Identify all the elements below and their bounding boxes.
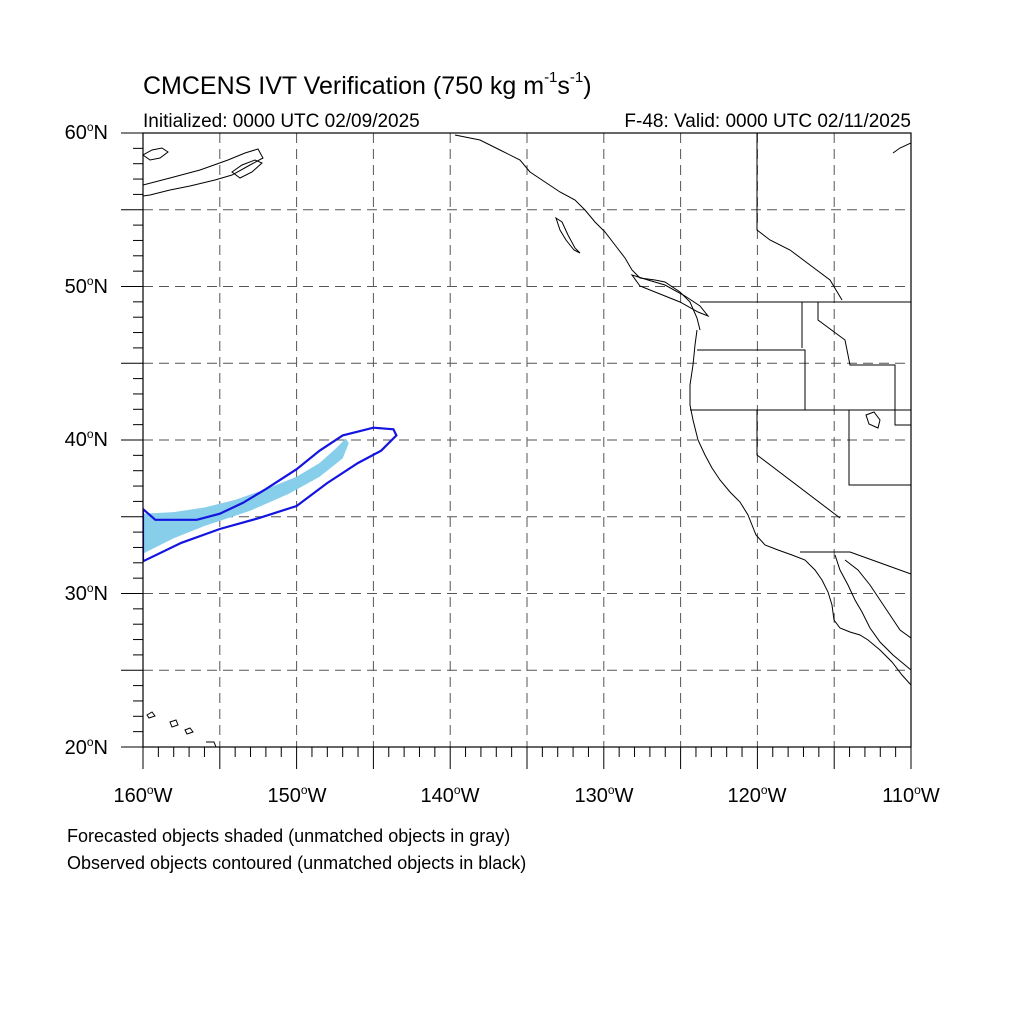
lon-label-150w: 150oW: [267, 783, 327, 807]
island-hawaii-1: [146, 711, 156, 719]
graticule: [143, 133, 911, 747]
lat-label-20: 20oN: [64, 735, 108, 759]
coastline-alaska-yukon-border: [756, 133, 843, 301]
coastline-northeast-bay: [892, 142, 911, 154]
lon-label-140w: 140oW: [420, 783, 480, 807]
border-states: [690, 302, 911, 575]
coastlines-and-borders: [143, 133, 911, 747]
observed-object-contour: [143, 426, 398, 563]
island-vancouver: [630, 274, 710, 318]
forecast-object-shaded: [143, 438, 349, 554]
coastline-alaska-west: [143, 147, 169, 161]
caption-forecast: Forecasted objects shaded (unmatched obj…: [67, 826, 511, 846]
lat-label-60: 60oN: [64, 120, 108, 144]
coastline-baja-gulf: [834, 554, 911, 671]
lon-label-110w: 110oW: [882, 783, 940, 807]
coastline-us-west: [689, 329, 911, 686]
island-hawaii-3: [184, 727, 194, 735]
chart-title: CMCENS IVT Verification (750 kg m-1s-1): [143, 69, 592, 100]
axis-ticks: [121, 132, 912, 769]
island-haida-gwaii: [555, 216, 581, 254]
island-hawaii-2: [169, 719, 179, 728]
island-great-salt-lake: [865, 411, 881, 429]
lat-label-50: 50oN: [64, 274, 108, 298]
coastline-mainland-mexico: [844, 559, 911, 639]
coastline-alaska-panhandle: [454, 134, 701, 331]
lon-label-130w: 130oW: [574, 783, 634, 807]
island-kodiak: [231, 159, 263, 179]
caption-observed: Observed objects contoured (unmatched ob…: [67, 853, 527, 873]
lat-label-30: 30oN: [64, 581, 108, 605]
coastline-alaska-peninsula: [143, 148, 264, 197]
lon-label-160w: 160oW: [113, 783, 173, 807]
lon-label-120w: 120oW: [727, 783, 787, 807]
initialized-time: Initialized: 0000 UTC 02/09/2025: [143, 111, 420, 132]
valid-time: F-48: Valid: 0000 UTC 02/11/2025: [624, 111, 911, 132]
island-hawaii-4: [206, 741, 217, 747]
lat-label-40: 40oN: [64, 427, 108, 451]
